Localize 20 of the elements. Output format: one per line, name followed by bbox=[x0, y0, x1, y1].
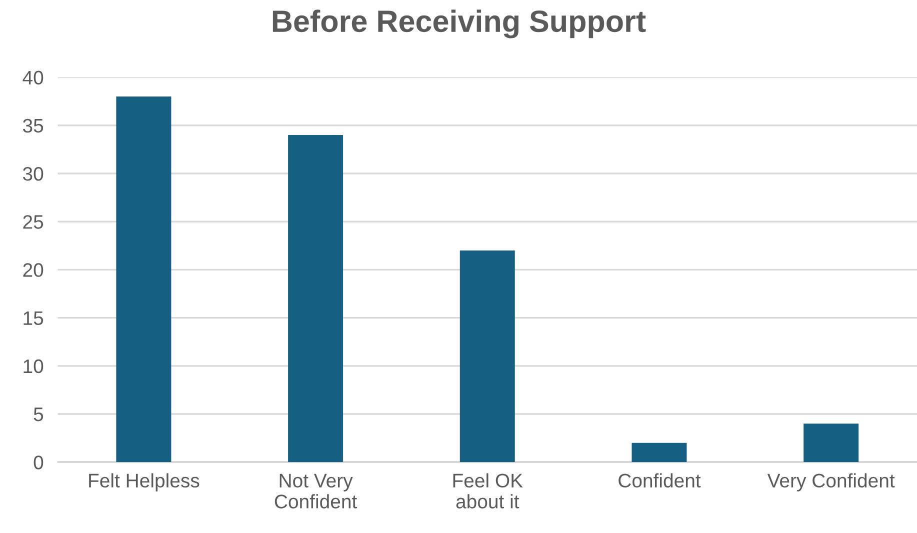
y-tick-label: 20 bbox=[23, 263, 44, 277]
x-tick-label: Very Confident bbox=[767, 473, 895, 492]
y-tick-label: 5 bbox=[34, 408, 44, 422]
y-tick-label: 30 bbox=[23, 166, 44, 181]
x-tick-label: Not Very Confident bbox=[274, 474, 358, 508]
x-tick-label: Confident bbox=[618, 473, 701, 488]
bar bbox=[632, 442, 687, 462]
y-tick-label: 10 bbox=[24, 359, 44, 374]
bar bbox=[116, 96, 172, 462]
y-tick-label: 40 bbox=[22, 70, 44, 85]
x-tick-label: Feel OK about it bbox=[453, 473, 523, 508]
y-tick-label: 15 bbox=[24, 311, 44, 326]
x-tick-label: Felt Helpless bbox=[89, 473, 200, 492]
y-tick-label: 0 bbox=[34, 456, 44, 470]
bar bbox=[288, 135, 344, 462]
chart-title: Before Receiving Support bbox=[272, 10, 646, 38]
y-tick-label: 35 bbox=[23, 118, 44, 133]
y-tick-label: 25 bbox=[23, 215, 44, 229]
bar bbox=[460, 250, 515, 462]
bar bbox=[804, 424, 859, 462]
